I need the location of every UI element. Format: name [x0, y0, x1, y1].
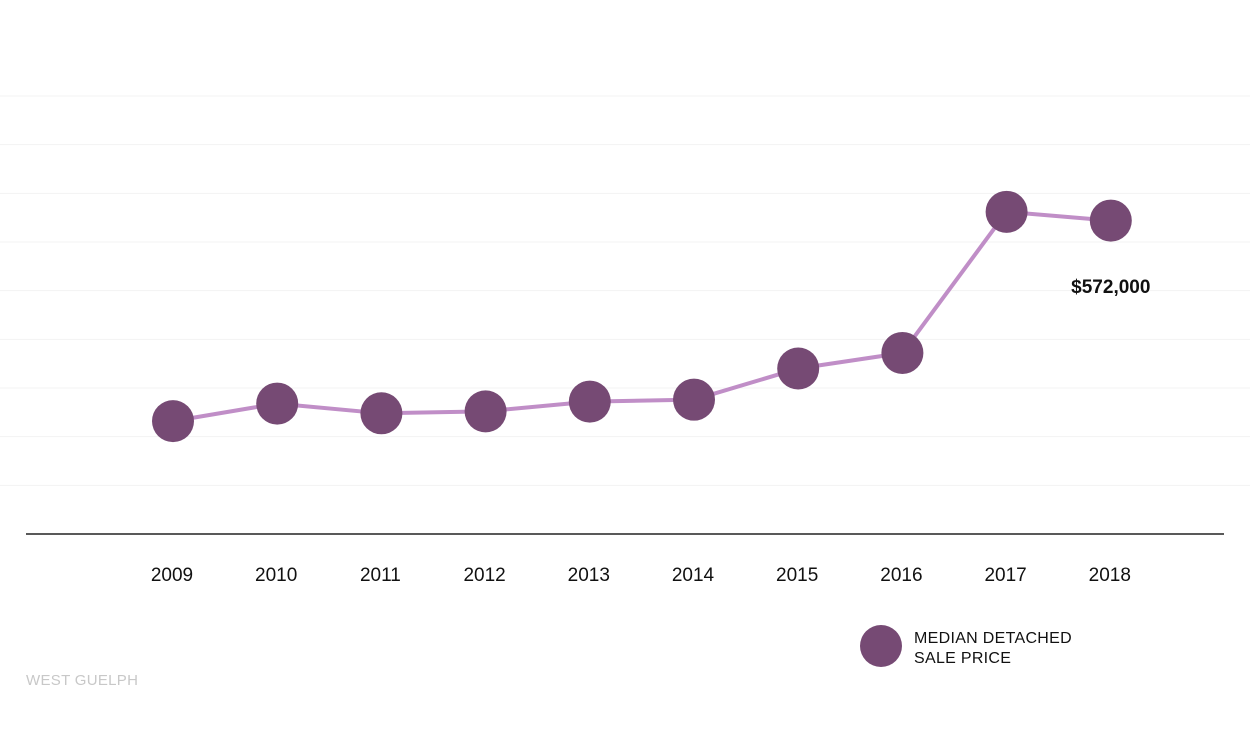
x-tick-label: 2015: [776, 565, 818, 586]
data-point-2018: [1089, 199, 1132, 242]
x-tick-label: 2013: [568, 565, 610, 586]
data-points: [152, 190, 1132, 443]
data-point-2017: [985, 190, 1028, 233]
data-point-2012: [464, 390, 507, 433]
x-tick-labels: 2009 2010 2011 2012 2013 2014 2015 2016 2017 2018: [151, 565, 1131, 586]
data-point-2009: [152, 400, 194, 443]
x-tick-label: 2014: [672, 565, 715, 586]
data-point-2015: [777, 347, 820, 390]
data-point-2014: [673, 378, 715, 421]
gridlines: [0, 95, 1250, 486]
x-tick-label: 2017: [984, 565, 1026, 586]
legend: MEDIAN DETACHED SALE PRICE: [860, 625, 1072, 667]
x-tick-label: 2009: [151, 565, 193, 586]
data-labels: $572,000: [1071, 277, 1150, 298]
x-tick-label: 2010: [255, 565, 297, 586]
x-tick-label: 2016: [880, 565, 922, 586]
data-point-2016: [881, 331, 924, 374]
region-label: WEST GUELPH: [26, 672, 138, 689]
data-point-2013: [568, 380, 611, 423]
legend-marker: [860, 625, 902, 667]
series-line: [171, 209, 1113, 424]
data-label-2018: $572,000: [1071, 277, 1150, 298]
x-tick-label: 2012: [463, 565, 505, 586]
data-point-2011: [360, 392, 403, 435]
x-tick-label: 2018: [1089, 565, 1131, 586]
legend-label-line-2: SALE PRICE: [914, 650, 1011, 667]
legend-label-line-1: MEDIAN DETACHED: [914, 630, 1072, 647]
x-tick-label: 2011: [360, 565, 401, 586]
data-point-2010: [256, 382, 299, 425]
